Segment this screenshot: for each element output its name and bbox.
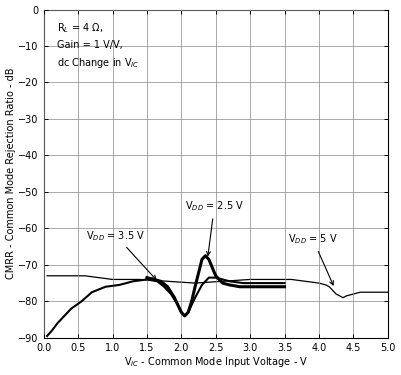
Text: V$_{DD}$ = 2.5 V: V$_{DD}$ = 2.5 V (185, 200, 244, 255)
Text: R$_L$ = 4 Ω,
Gain = 1 V/V,
dc Change in V$_{IC}$: R$_L$ = 4 Ω, Gain = 1 V/V, dc Change in … (57, 21, 140, 70)
Text: V$_{DD}$ = 3.5 V: V$_{DD}$ = 3.5 V (86, 229, 156, 279)
Y-axis label: CMRR - Common Mode Rejection Ratio - dB: CMRR - Common Mode Rejection Ratio - dB (6, 68, 16, 279)
X-axis label: V$_{IC}$ - Common Mode Input Voltage - V: V$_{IC}$ - Common Mode Input Voltage - V (124, 356, 308, 369)
Text: V$_{DD}$ = 5 V: V$_{DD}$ = 5 V (288, 232, 338, 285)
